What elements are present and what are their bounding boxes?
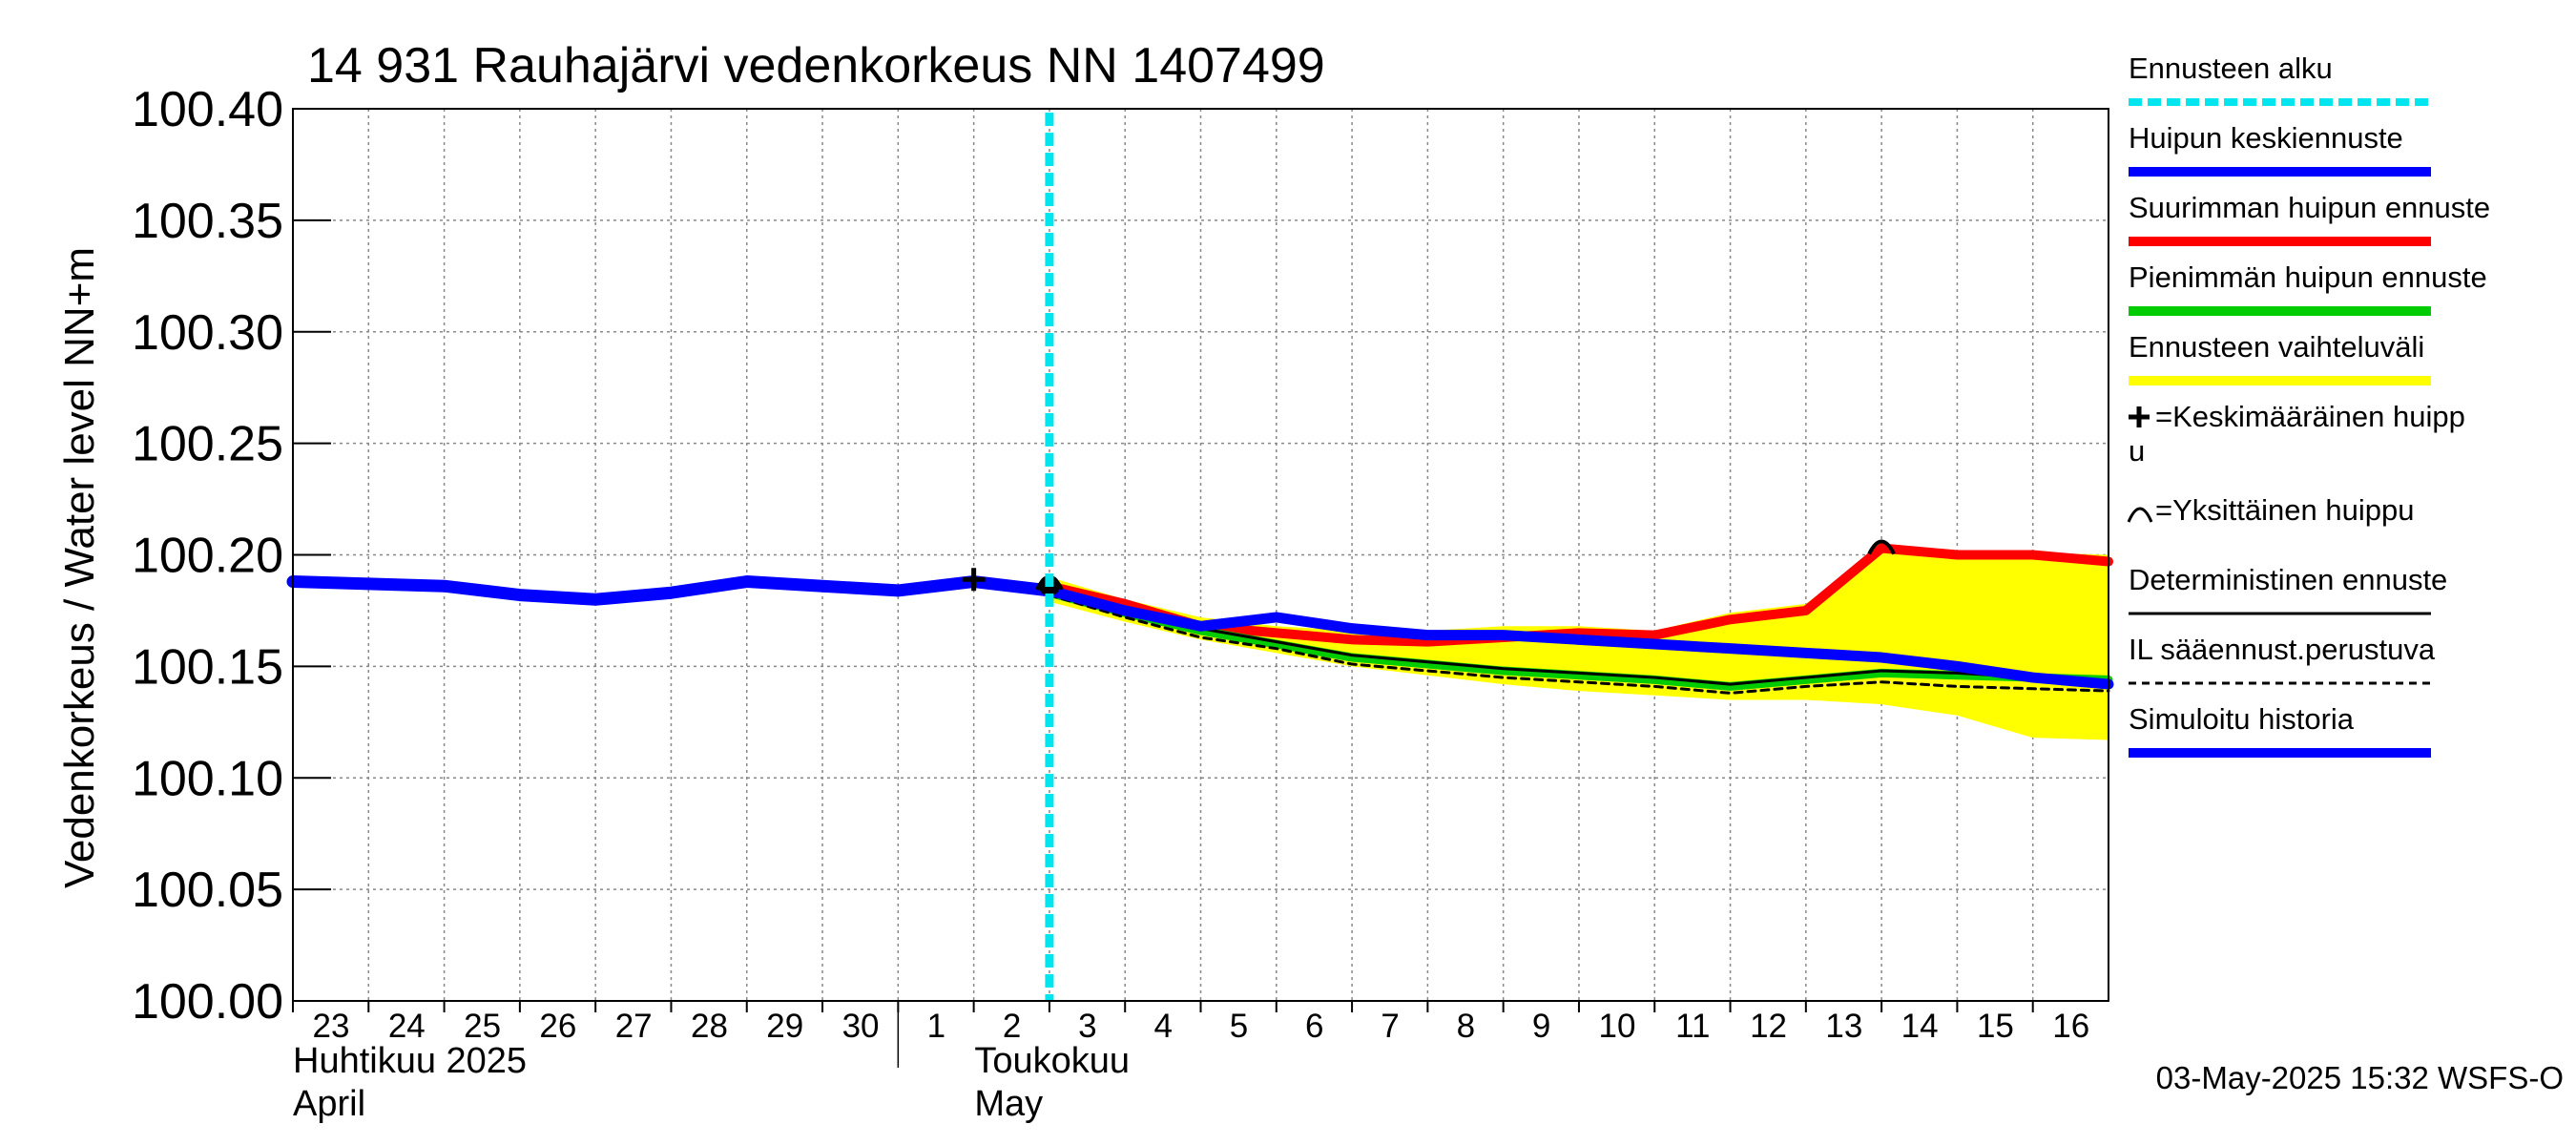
legend-label: Deterministinen ennuste [2129, 563, 2447, 596]
y-tick-label: 100.00 [132, 974, 283, 1030]
mean-peak-marker [962, 568, 986, 592]
x-tick-label: 12 [1750, 1008, 1787, 1045]
month-label-en: May [974, 1084, 1043, 1124]
x-tick-label: 2 [1003, 1008, 1021, 1045]
x-tick-label: 23 [313, 1008, 350, 1045]
series-pienimm-n-huipun-ennuste [1045, 588, 2113, 691]
series-il-s-ennust-perustuva [1048, 593, 2110, 695]
y-tick-label: 100.35 [132, 194, 283, 249]
x-tick-label: 7 [1381, 1008, 1399, 1045]
legend-label: =Keskimääräinen huipp [2155, 400, 2465, 433]
y-tick-label: 100.20 [132, 529, 283, 584]
single-peak-marker [1867, 539, 1896, 555]
legend: Ennusteen alku Huipun keskiennuste Suurimm… [2127, 52, 2490, 758]
x-tick-label: 26 [539, 1008, 576, 1045]
y-tick-label: 100.40 [132, 82, 283, 137]
x-tick-label: 29 [766, 1008, 803, 1045]
legend-arc-icon [2127, 507, 2153, 523]
series-huipun-keskiennuste [1044, 585, 2114, 690]
grid [293, 109, 2109, 1001]
x-tick-label: 16 [2052, 1008, 2089, 1045]
legend-label-cont: u [2129, 434, 2145, 468]
y-tick-label: 100.30 [132, 305, 283, 361]
x-tick-label: 30 [842, 1008, 880, 1045]
x-axis-ticks: 23 24 25 26 27 28 29 30 1 2 3 4 5 6 7 8 9 10 11 12 13 14 15 16H… [292, 1001, 2089, 1124]
x-tick-label: 3 [1078, 1008, 1096, 1045]
month-label-en: April [293, 1084, 365, 1124]
timestamp: 03-May-2025 15:32 WSFS-O [2156, 1060, 2564, 1095]
chart-title: 14 931 Rauhajärvi vedenkorkeus NN 140749… [307, 38, 1325, 94]
x-tick-label: 8 [1457, 1008, 1475, 1045]
y-tick-label: 100.15 [132, 639, 283, 695]
legend-label: Ennusteen vaihteluväli [2129, 330, 2424, 364]
x-tick-label: 1 [927, 1008, 945, 1045]
legend-label: IL sääennust.perustuva [2129, 633, 2436, 666]
x-tick-label: 14 [1901, 1008, 1939, 1045]
x-tick-label: 25 [464, 1008, 501, 1045]
legend-label: Ennusteen alku [2129, 52, 2333, 85]
series-deterministinen-ennuste [1048, 591, 2110, 686]
x-tick-label: 15 [1977, 1008, 2014, 1045]
legend-label: Simuloitu historia [2129, 702, 2355, 736]
y-tick-label: 100.10 [132, 751, 283, 806]
x-tick-label: 13 [1825, 1008, 1862, 1045]
legend-label: Suurimman huipun ennuste [2129, 191, 2490, 224]
series-lines [286, 543, 2114, 695]
x-tick-label: 4 [1153, 1008, 1172, 1045]
y-tick-label: 100.05 [132, 863, 283, 918]
month-label-fi: Huhtikuu 2025 [293, 1041, 527, 1081]
x-tick-label: 9 [1532, 1008, 1550, 1045]
legend-label: Pienimmän huipun ennuste [2129, 260, 2487, 294]
x-tick-label: 27 [615, 1008, 653, 1045]
y-axis-label: Vedenkorkeus / Water level NN+m [56, 247, 103, 888]
legend-label: Huipun keskiennuste [2129, 121, 2403, 155]
x-tick-label: 6 [1305, 1008, 1323, 1045]
x-tick-label: 28 [691, 1008, 728, 1045]
y-tick-label: 100.25 [132, 417, 283, 472]
x-tick-label: 10 [1598, 1008, 1635, 1045]
legend-plus-icon [2129, 406, 2150, 427]
month-label-fi: Toukokuu [974, 1041, 1130, 1081]
series-simuloitu-historia [286, 575, 1056, 606]
y-axis-ticks: 100.00 100.05 100.10 100.15 100.20 100.25 100.… [132, 82, 331, 1030]
x-tick-label: 24 [388, 1008, 426, 1045]
x-tick-label: 5 [1230, 1008, 1248, 1045]
x-tick-label: 11 [1675, 1008, 1710, 1045]
legend-label: =Yksittäinen huippu [2155, 493, 2414, 527]
